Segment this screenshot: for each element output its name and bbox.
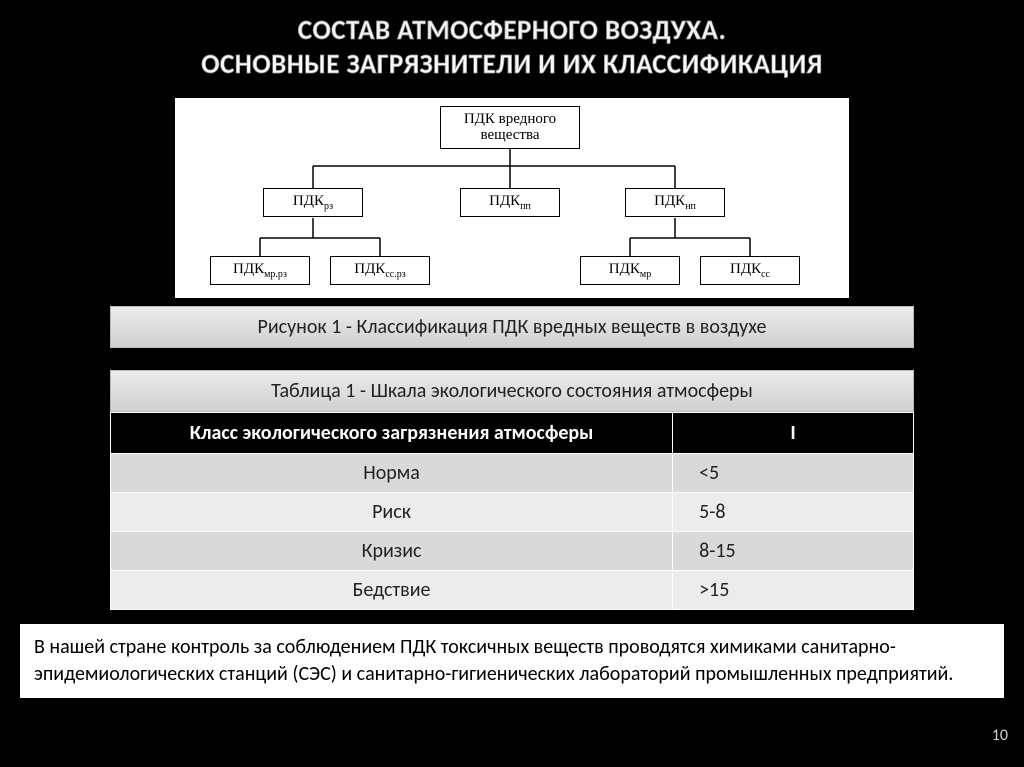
- tree-node-pp: ПДКпп: [460, 188, 560, 217]
- cell-value: 5-8: [673, 492, 914, 531]
- cell-class: Бедствие: [111, 570, 673, 609]
- root-label-2: вещества: [481, 127, 540, 143]
- eco-state-table: Класс экологического загрязнения атмосфе…: [110, 412, 914, 610]
- tree-node-mr: ПДКмр: [580, 256, 680, 285]
- table-row: Бедствие >15: [111, 570, 914, 609]
- slide-title: СОСТАВ АТМОСФЕРНОГО ВОЗДУХА. ОСНОВНЫЕ ЗА…: [0, 0, 1024, 90]
- tree-node-ss: ПДКсс: [700, 256, 800, 285]
- col-header-value: I: [673, 412, 914, 453]
- tree-node-np: ПДКнп: [625, 188, 725, 217]
- table-row: Норма <5: [111, 453, 914, 492]
- tree-node-ssrz: ПДКсс.рз: [330, 256, 430, 285]
- table-row: Кризис 8-15: [111, 531, 914, 570]
- pdk-tree-diagram: ПДК вредного вещества ПДКрз ПДКпп ПДКнп …: [175, 98, 849, 298]
- page-number: 10: [992, 726, 1008, 745]
- root-label-1: ПДК вредного: [464, 111, 556, 127]
- cell-class: Норма: [111, 453, 673, 492]
- tree-root: ПДК вредного вещества: [440, 106, 580, 149]
- table-header-row: Класс экологического загрязнения атмосфе…: [111, 412, 914, 453]
- cell-value: 8-15: [673, 531, 914, 570]
- tree-node-mrrz: ПДКмр.рз: [210, 256, 310, 285]
- footer-paragraph: В нашей стране контроль за соблюдением П…: [20, 624, 1004, 698]
- cell-value: >15: [673, 570, 914, 609]
- cell-value: <5: [673, 453, 914, 492]
- cell-class: Кризис: [111, 531, 673, 570]
- table-title: Таблица 1 - Шкала экологического состоян…: [110, 370, 914, 412]
- col-header-class: Класс экологического загрязнения атмосфе…: [111, 412, 673, 453]
- figure-caption: Рисунок 1 - Классификация ПДК вредных ве…: [110, 306, 914, 348]
- title-line-2: ОСНОВНЫЕ ЗАГРЯЗНИТЕЛИ И ИХ КЛАССИФИКАЦИЯ: [201, 48, 823, 81]
- tree-node-rz: ПДКрз: [263, 188, 363, 217]
- title-line-1: СОСТАВ АТМОСФЕРНОГО ВОЗДУХА.: [298, 14, 727, 47]
- table-row: Риск 5-8: [111, 492, 914, 531]
- cell-class: Риск: [111, 492, 673, 531]
